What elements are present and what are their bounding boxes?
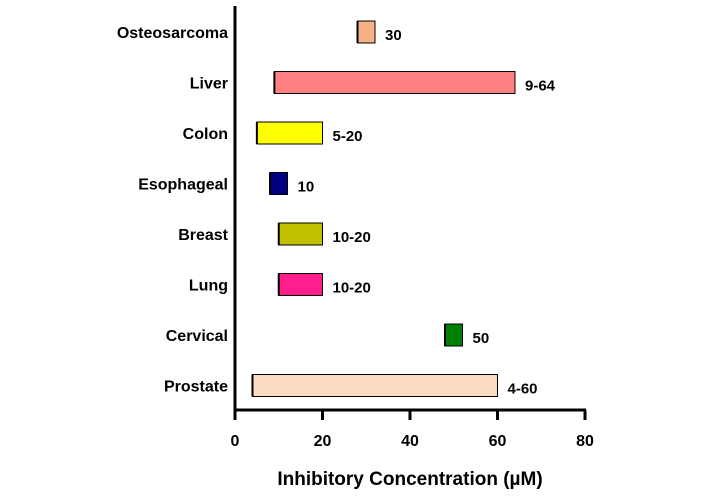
x-ticks: 0 20 40 60 80	[231, 410, 594, 450]
bar-colon	[256, 121, 323, 145]
category-label-prostate: Prostate	[164, 379, 228, 396]
data-label-esophageal: 10	[298, 179, 315, 196]
bar-osteosarcoma	[357, 20, 376, 44]
category-label-lung: Lung	[189, 278, 228, 295]
data-label-liver: 9-64	[525, 78, 556, 95]
x-tick-label-80: 80	[576, 433, 594, 450]
x-tick-label-0: 0	[231, 433, 240, 450]
bars-layer	[251, 20, 516, 397]
category-labels: Osteosarcoma Liver Colon Esophageal Breast Lu…	[117, 25, 229, 396]
bar-prostate	[252, 374, 498, 397]
data-labels: 30 9-64 5-20 10 10-20 10-20 50 4-60	[298, 27, 556, 398]
data-label-lung: 10-20	[333, 280, 371, 297]
x-tick-label-60: 60	[489, 433, 507, 450]
data-label-breast: 10-20	[333, 229, 371, 246]
x-axis-title: Inhibitory Concentration (µM)	[277, 469, 542, 490]
x-tick-label-40: 40	[401, 433, 419, 450]
bar-liver	[273, 71, 516, 94]
category-label-liver: Liver	[190, 76, 228, 93]
data-label-cervical: 50	[473, 330, 490, 347]
bar-breast	[278, 222, 323, 246]
category-label-breast: Breast	[178, 227, 228, 244]
data-label-colon: 5-20	[333, 128, 363, 145]
category-label-esophageal: Esophageal	[138, 177, 228, 194]
category-label-colon: Colon	[183, 126, 228, 143]
data-label-prostate: 4-60	[508, 381, 538, 398]
data-label-osteosarcoma: 30	[385, 27, 402, 44]
bar-lung	[278, 273, 323, 296]
category-label-osteosarcoma: Osteosarcoma	[117, 25, 228, 42]
bar-cervical	[444, 323, 463, 347]
bar-esophageal	[269, 172, 288, 195]
category-label-cervical: Cervical	[166, 328, 228, 345]
axes	[233, 6, 586, 412]
x-tick-label-20: 20	[314, 433, 332, 450]
